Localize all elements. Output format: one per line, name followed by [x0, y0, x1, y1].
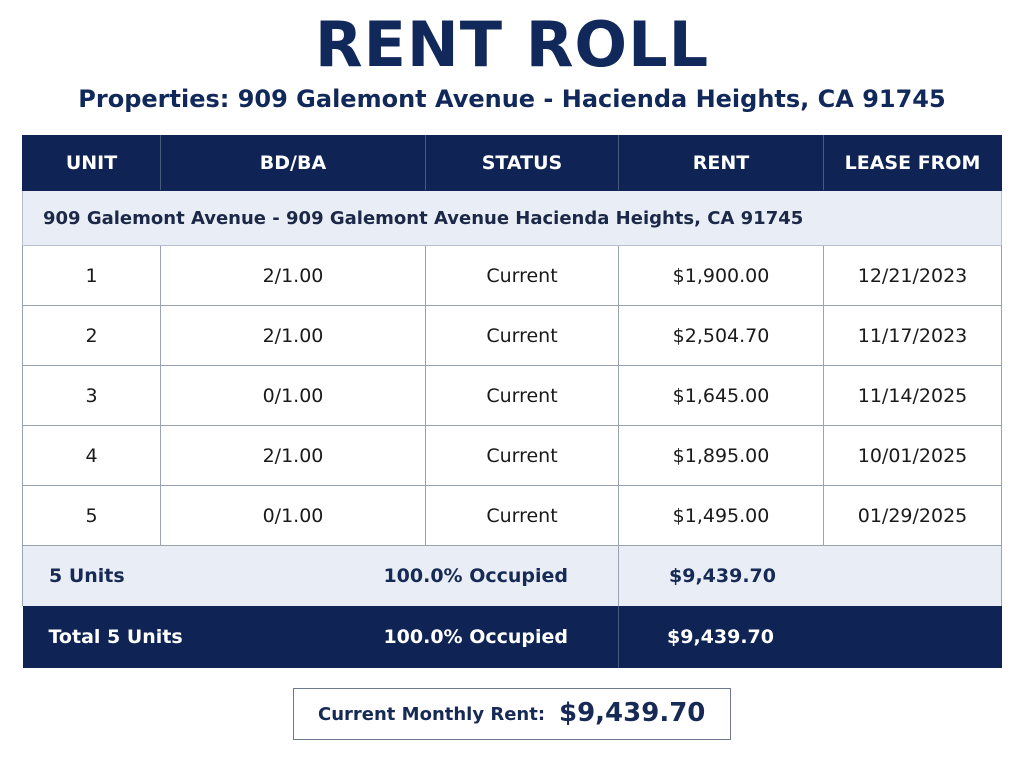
- subtotal-occupancy: 100.0% Occupied: [383, 565, 568, 587]
- table-row: 2 2/1.00 Current $2,504.70 11/17/2023: [22, 305, 1002, 366]
- table-row: 5 0/1.00 Current $1,495.00 01/29/2025: [22, 485, 1002, 546]
- unit-cell: 5: [22, 485, 161, 546]
- monthly-rent-summary: Current Monthly Rent: $9,439.70: [293, 688, 731, 740]
- page-title: RENT ROLL: [314, 8, 710, 81]
- unit-cell: 1: [22, 245, 161, 306]
- property-group-row: 909 Galemont Avenue - 909 Galemont Avenu…: [22, 190, 1002, 246]
- lease-from-cell: 11/17/2023: [823, 305, 1002, 366]
- rent-roll-table: UNIT BD/BA STATUS RENT LEASE FROM 909 Ga…: [22, 135, 1002, 668]
- bdba-cell: 0/1.00: [160, 485, 426, 546]
- total-label: Total 5 Units: [48, 626, 183, 648]
- total-occupancy: 100.0% Occupied: [383, 626, 568, 648]
- rent-cell: $1,900.00: [618, 245, 824, 306]
- column-header-status: STATUS: [425, 135, 619, 191]
- rent-cell: $2,504.70: [618, 305, 824, 366]
- total-row: Total 5 Units 100.0% Occupied $9,439.70: [22, 606, 1002, 668]
- bdba-cell: 2/1.00: [160, 305, 426, 366]
- status-cell: Current: [425, 425, 619, 486]
- page-subtitle: Properties: 909 Galemont Avenue - Hacien…: [78, 85, 946, 113]
- table-row: 4 2/1.00 Current $1,895.00 10/01/2025: [22, 425, 1002, 486]
- subtotal-summary: 5 Units 100.0% Occupied: [22, 545, 619, 606]
- table-row: 3 0/1.00 Current $1,645.00 11/14/2025: [22, 365, 1002, 426]
- table-header-row: UNIT BD/BA STATUS RENT LEASE FROM: [22, 135, 1002, 191]
- lease-from-cell: 12/21/2023: [823, 245, 1002, 306]
- rent-cell: $1,645.00: [618, 365, 824, 426]
- rent-cell: $1,495.00: [618, 485, 824, 546]
- monthly-rent-label: Current Monthly Rent:: [318, 704, 546, 725]
- bdba-cell: 2/1.00: [160, 245, 426, 306]
- total-rent: $9,439.70: [618, 606, 1002, 668]
- column-header-bdba: BD/BA: [160, 135, 426, 191]
- status-cell: Current: [425, 305, 619, 366]
- subtotal-row: 5 Units 100.0% Occupied $9,439.70: [22, 545, 1002, 606]
- subtotal-rent: $9,439.70: [618, 545, 1002, 606]
- column-header-lease-from: LEASE FROM: [823, 135, 1002, 191]
- rent-cell: $1,895.00: [618, 425, 824, 486]
- status-cell: Current: [425, 485, 619, 546]
- monthly-rent-value: $9,439.70: [559, 698, 706, 728]
- unit-cell: 4: [22, 425, 161, 486]
- lease-from-cell: 01/29/2025: [823, 485, 1002, 546]
- lease-from-cell: 11/14/2025: [823, 365, 1002, 426]
- subtotal-label: 5 Units: [49, 565, 125, 587]
- total-summary: Total 5 Units 100.0% Occupied: [22, 606, 619, 668]
- property-group-label: 909 Galemont Avenue - 909 Galemont Avenu…: [22, 190, 1002, 246]
- column-header-unit: UNIT: [22, 135, 161, 191]
- unit-cell: 3: [22, 365, 161, 426]
- status-cell: Current: [425, 365, 619, 426]
- bdba-cell: 0/1.00: [160, 365, 426, 426]
- status-cell: Current: [425, 245, 619, 306]
- unit-cell: 2: [22, 305, 161, 366]
- table-row: 1 2/1.00 Current $1,900.00 12/21/2023: [22, 245, 1002, 306]
- lease-from-cell: 10/01/2025: [823, 425, 1002, 486]
- bdba-cell: 2/1.00: [160, 425, 426, 486]
- column-header-rent: RENT: [618, 135, 824, 191]
